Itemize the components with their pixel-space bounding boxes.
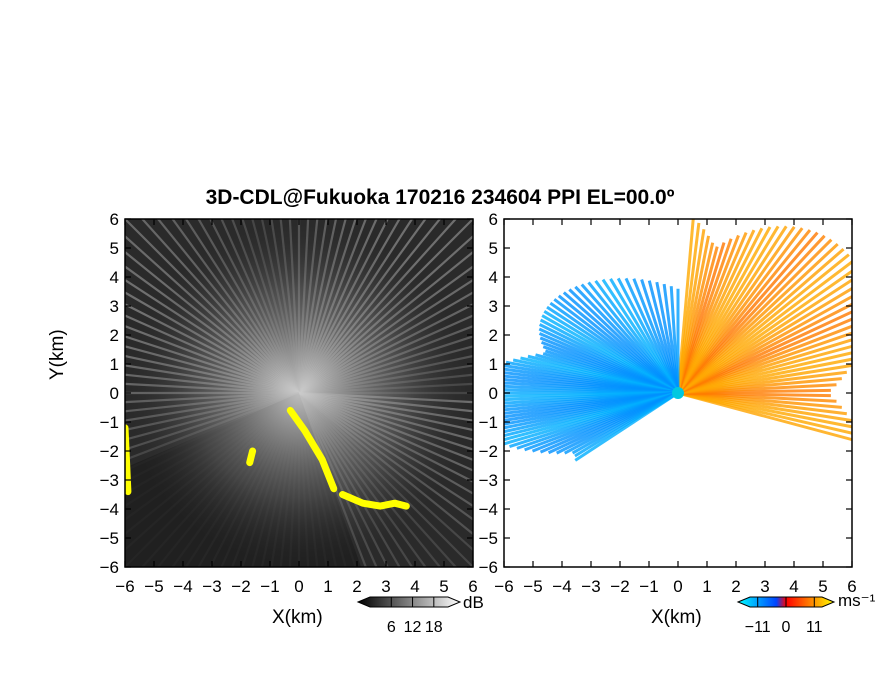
x-axis-label-left: X(km) <box>272 607 323 628</box>
y-tick-label-right: 3 <box>489 297 498 316</box>
y-tick-label-right: 2 <box>489 326 498 345</box>
x-tick-label-right: 4 <box>789 577 798 596</box>
y-tick-label-left: −6 <box>100 558 119 577</box>
x-tick-label-left: −3 <box>202 577 221 596</box>
y-tick-label-left: −1 <box>100 413 119 432</box>
velocity-ray-approaching <box>574 391 679 462</box>
y-tick-label-right: −1 <box>479 413 498 432</box>
x-tick-label-right: −4 <box>552 577 571 596</box>
y-tick-label-right: 5 <box>489 239 498 258</box>
y-tick-label-left: 3 <box>110 297 119 316</box>
y-tick-label-left: 0 <box>110 384 119 403</box>
colorbar-tick-label: −11 <box>745 619 771 636</box>
y-tick-label-right: 6 <box>489 210 498 229</box>
velocity-panel <box>504 219 852 567</box>
y-tick-label-right: 4 <box>489 268 498 287</box>
x-tick-label-right: −5 <box>523 577 542 596</box>
x-tick-label-right: −6 <box>494 577 513 596</box>
snr-colorbar: dB 6 12 18 <box>356 593 484 636</box>
x-tick-label-right: 2 <box>731 577 740 596</box>
colorbar-tick-label: 11 <box>806 619 823 636</box>
x-tick-label-left: 4 <box>410 577 419 596</box>
y-tick-label-left: −2 <box>100 442 119 461</box>
y-tick-label-left: 4 <box>110 268 119 287</box>
snr-axes: −6 −5 −4 −3 −2 −1 0 1 2 3 4 5 6 6 5 4 3 2 1 0 −1 −2 −3 −4 −5 −6 <box>100 210 478 596</box>
y-tick-label-right: −2 <box>479 442 498 461</box>
x-tick-label-left: −4 <box>173 577 192 596</box>
x-tick-label-right: −2 <box>610 577 629 596</box>
y-tick-label-right: 0 <box>489 384 498 403</box>
snr-highlight-region <box>246 447 257 467</box>
colorbar-tick-label: 12 <box>404 619 422 636</box>
x-tick-label-left: 3 <box>381 577 390 596</box>
velocity-ray-receding <box>676 219 695 394</box>
x-tick-label-right: 3 <box>760 577 769 596</box>
colorbar-tick-label: 0 <box>782 619 791 636</box>
x-tick-label-left: −2 <box>231 577 250 596</box>
snr-highlight-region <box>339 491 410 510</box>
velocity-colorbar: ms⁻¹ −11 0 11 <box>736 591 876 636</box>
x-tick-label-right: −3 <box>581 577 600 596</box>
x-tick-label-right: 1 <box>702 577 711 596</box>
x-tick-label-left: −1 <box>260 577 279 596</box>
y-tick-label-right: −3 <box>479 471 498 490</box>
x-tick-label-left: 1 <box>323 577 332 596</box>
x-tick-label-left: 5 <box>439 577 448 596</box>
y-tick-label-left: 5 <box>110 239 119 258</box>
velocity-colorbar-unit: ms⁻¹ <box>838 591 876 610</box>
radar-site-marker <box>672 387 684 399</box>
y-tick-label-left: −3 <box>100 471 119 490</box>
x-tick-label-left: 6 <box>468 577 477 596</box>
y-tick-label-right: −6 <box>479 558 498 577</box>
x-tick-label-left: −6 <box>115 577 134 596</box>
y-tick-label-left: −5 <box>100 529 119 548</box>
x-tick-label-right: 5 <box>818 577 827 596</box>
x-axis-label-right: X(km) <box>651 607 702 628</box>
y-tick-label-left: 6 <box>110 210 119 229</box>
snr-highlight-region <box>286 406 338 493</box>
velocity-rays <box>504 219 852 462</box>
snr-colorbar-bar <box>356 596 462 608</box>
snr-colorbar-unit: dB <box>463 593 484 612</box>
chart-title: 3D-CDL@Fukuoka 170216 234604 PPI EL=00.0… <box>205 186 675 209</box>
y-tick-label-right: −5 <box>479 529 498 548</box>
x-tick-label-right: −1 <box>639 577 658 596</box>
y-tick-label-left: −4 <box>100 500 119 519</box>
y-tick-label-left: 1 <box>110 355 119 374</box>
colorbar-tick-label: 18 <box>425 619 443 636</box>
x-tick-label-right: 0 <box>673 577 682 596</box>
x-tick-label-right: 6 <box>847 577 856 596</box>
x-tick-label-left: 0 <box>294 577 303 596</box>
velocity-axes: −6 −5 −4 −3 −2 −1 0 1 2 3 4 5 6 6 5 4 3 2 1 0 −1 −2 −3 −4 −5 −6 <box>479 210 857 596</box>
y-tick-label-right: 1 <box>489 355 498 374</box>
snr-glow <box>125 219 473 567</box>
y-tick-label-right: −4 <box>479 500 498 519</box>
snr-panel <box>125 219 473 567</box>
y-tick-label-left: 2 <box>110 326 119 345</box>
x-tick-label-left: −5 <box>144 577 163 596</box>
x-tick-label-left: 2 <box>352 577 361 596</box>
colorbar-tick-label: 6 <box>387 619 396 636</box>
